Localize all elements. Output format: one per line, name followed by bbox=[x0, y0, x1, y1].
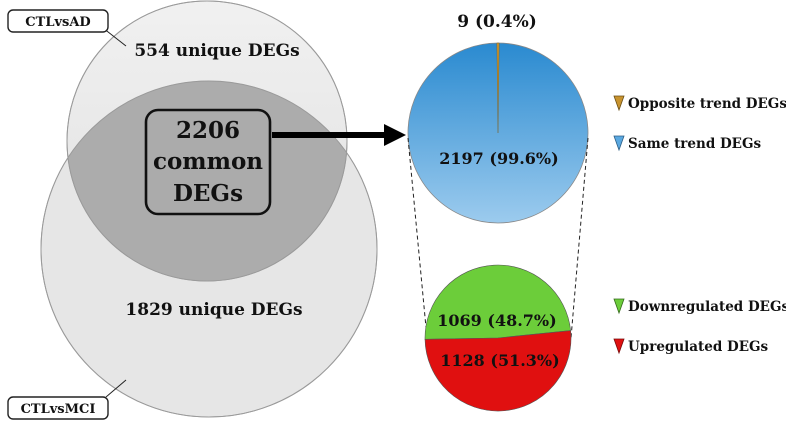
legend: Opposite trend DEGs Same trend DEGs Down… bbox=[613, 95, 786, 355]
common-count: 2206 bbox=[176, 117, 240, 144]
opposite-trend-value-label: 9 (0.4%) bbox=[457, 12, 537, 32]
legend-item-upregulated: Upregulated DEGs bbox=[613, 338, 769, 355]
legend-item-downregulated: Downregulated DEGs bbox=[613, 298, 786, 315]
venn-intersection bbox=[67, 81, 347, 281]
upregulated-slice bbox=[424, 330, 572, 412]
downregulated-value-label: 1069 (48.7%) bbox=[437, 311, 556, 330]
ctlvsad-unique-count: 554 unique DEGs bbox=[134, 41, 299, 61]
red-triangle-icon bbox=[613, 338, 625, 355]
ctlvsmci-unique-count: 1829 unique DEGs bbox=[125, 300, 302, 320]
ctlvsad-label: CTLvsAD bbox=[25, 15, 90, 30]
connector-right bbox=[570, 137, 589, 339]
ctlvsmci-leader-line bbox=[105, 379, 127, 398]
legend-label-downregulated: Downregulated DEGs bbox=[628, 299, 786, 315]
legend-item-opposite-trend: Opposite trend DEGs bbox=[613, 95, 786, 112]
upregulated-value-label: 1128 (51.3%) bbox=[440, 351, 559, 370]
legend-label-upregulated: Upregulated DEGs bbox=[628, 339, 769, 355]
common-degs-word: DEGs bbox=[173, 180, 243, 207]
downregulated-slice bbox=[424, 264, 571, 340]
same-trend-value-label: 2197 (99.6%) bbox=[439, 149, 558, 168]
trend-pie bbox=[407, 42, 589, 224]
regulation-pie bbox=[424, 264, 572, 412]
legend-item-same-trend: Same trend DEGs bbox=[613, 135, 761, 152]
legend-label-same-trend: Same trend DEGs bbox=[628, 136, 761, 152]
opposite-trend-slice bbox=[496, 42, 500, 134]
common-word: common bbox=[153, 148, 263, 175]
ctlvsad-label-box: CTLvsAD bbox=[7, 9, 109, 33]
arrow bbox=[272, 124, 406, 146]
brown-triangle-icon bbox=[613, 95, 625, 112]
ctlvsmci-label: CTLvsMCI bbox=[21, 402, 96, 417]
green-triangle-icon bbox=[613, 298, 625, 315]
blue-triangle-icon bbox=[613, 135, 625, 152]
ctlvsmci-label-box: CTLvsMCI bbox=[7, 396, 109, 420]
common-degs-box: 2206 common DEGs bbox=[144, 108, 272, 216]
connector-left bbox=[407, 137, 428, 339]
legend-label-opposite-trend: Opposite trend DEGs bbox=[628, 96, 786, 112]
